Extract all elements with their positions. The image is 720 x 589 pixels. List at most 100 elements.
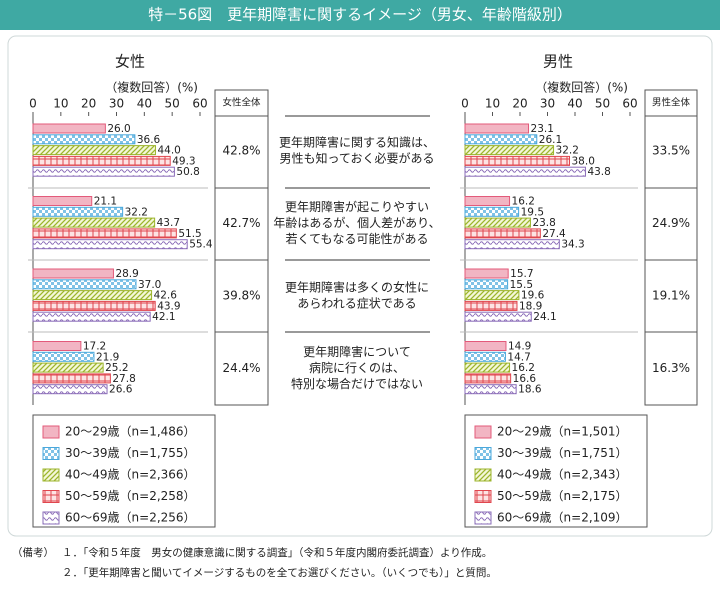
bar xyxy=(32,228,177,239)
bar xyxy=(32,196,93,206)
bar xyxy=(464,239,560,250)
category-label: 男性も知っておく必要がある xyxy=(279,151,434,166)
data-label: 26.0 xyxy=(107,123,130,135)
data-label: 15.7 xyxy=(510,268,533,280)
category-label: 更年期障害に関する知識は、 xyxy=(279,135,435,150)
bar xyxy=(464,268,509,279)
legend-label: 40～49歳（n=2,366） xyxy=(65,468,196,482)
legend-swatch xyxy=(474,425,492,439)
bar xyxy=(464,373,512,384)
x-tick-label: 50 xyxy=(595,97,610,111)
bar xyxy=(32,311,151,322)
bar xyxy=(32,290,153,301)
category-label: 病院に行くのは、 xyxy=(309,360,405,375)
data-label: 26.6 xyxy=(109,384,133,396)
data-label: 21.1 xyxy=(94,196,117,208)
legend-box xyxy=(32,414,216,528)
data-label: 44.0 xyxy=(157,145,180,157)
data-label: 38.0 xyxy=(572,155,595,167)
bar xyxy=(464,196,511,206)
bar xyxy=(464,300,518,311)
legend-swatch xyxy=(42,490,60,503)
data-label: 51.5 xyxy=(178,228,201,240)
bar xyxy=(32,134,136,145)
bar xyxy=(32,384,108,395)
category-label: 更年期障害が起こりやすい xyxy=(285,199,429,214)
figure-title: 特－56図 更年期障害に関するイメージ（男女、年齢階級別） xyxy=(148,6,572,24)
total-value: 19.1% xyxy=(652,289,690,303)
bar xyxy=(32,300,156,311)
bar xyxy=(464,134,538,145)
total-value: 33.5% xyxy=(652,144,690,158)
legend-label: 30～39歳（n=1,755） xyxy=(65,446,196,460)
category-label: 若くてもなる可能性がある xyxy=(285,231,428,246)
bar xyxy=(464,362,511,373)
data-label: 14.9 xyxy=(508,341,531,353)
frame xyxy=(7,35,713,537)
bar xyxy=(32,206,124,217)
legend-swatch xyxy=(42,425,60,439)
bar xyxy=(464,311,532,322)
bar xyxy=(464,123,530,134)
bar xyxy=(32,145,156,156)
legend-label: 60～69歳（n=2,256） xyxy=(65,511,196,525)
legend-label: 30～39歳（n=1,751） xyxy=(497,446,628,460)
data-label: 16.2 xyxy=(512,196,535,208)
axis-label: （複数回答）(%) xyxy=(535,80,628,95)
legend-label: 50～59歳（n=2,175） xyxy=(497,489,628,503)
bar xyxy=(464,155,570,166)
category-label: 更年期障害について xyxy=(303,344,411,359)
totals-box xyxy=(214,89,269,406)
data-label: 23.8 xyxy=(532,217,555,229)
data-label: 15.5 xyxy=(510,279,533,291)
data-label: 18.9 xyxy=(519,300,542,312)
bar xyxy=(464,351,506,362)
bar xyxy=(32,373,111,384)
legend-swatch xyxy=(474,511,492,525)
x-tick-label: 20 xyxy=(512,97,527,111)
bar xyxy=(464,279,509,290)
totals-header: 男性全体 xyxy=(652,97,691,109)
x-tick-label: 30 xyxy=(109,97,124,111)
data-label: 21.9 xyxy=(96,351,119,363)
bar xyxy=(464,166,586,177)
bar xyxy=(464,145,555,156)
data-label: 43.7 xyxy=(157,217,180,229)
bar xyxy=(32,155,171,166)
total-value: 42.8% xyxy=(222,144,260,158)
legend-swatch xyxy=(42,511,60,525)
chart-title: 男性 xyxy=(543,53,573,71)
totals-box xyxy=(644,89,698,406)
totals-header: 女性全体 xyxy=(222,97,261,109)
data-label: 36.6 xyxy=(137,134,161,146)
bar xyxy=(464,217,531,228)
data-label: 14.7 xyxy=(507,351,530,363)
data-label: 16.6 xyxy=(513,373,537,385)
legend-label: 50～59歳（n=2,258） xyxy=(65,489,196,503)
x-tick-label: 60 xyxy=(192,97,207,111)
category-label: 特別な場合だけではない xyxy=(291,376,423,391)
category-label: 更年期障害は多くの女性に xyxy=(285,280,429,295)
bar xyxy=(32,268,114,279)
bar xyxy=(464,384,517,395)
data-label: 17.2 xyxy=(83,341,106,353)
bar xyxy=(32,217,156,228)
legend-label: 20～29歳（n=1,486） xyxy=(65,425,196,439)
data-label: 43.9 xyxy=(157,300,180,312)
data-label: 37.0 xyxy=(138,279,161,291)
bar xyxy=(32,351,95,362)
total-value: 39.8% xyxy=(222,289,260,303)
data-label: 42.1 xyxy=(152,311,175,323)
data-label: 19.5 xyxy=(521,206,544,218)
data-label: 49.3 xyxy=(172,155,195,167)
data-label: 26.1 xyxy=(539,134,562,146)
total-value: 24.9% xyxy=(652,216,690,230)
bar xyxy=(32,279,137,290)
bar xyxy=(32,166,175,177)
bar xyxy=(464,290,520,301)
x-tick-label: 50 xyxy=(165,97,180,111)
bar xyxy=(32,362,104,373)
data-label: 27.8 xyxy=(112,373,135,385)
